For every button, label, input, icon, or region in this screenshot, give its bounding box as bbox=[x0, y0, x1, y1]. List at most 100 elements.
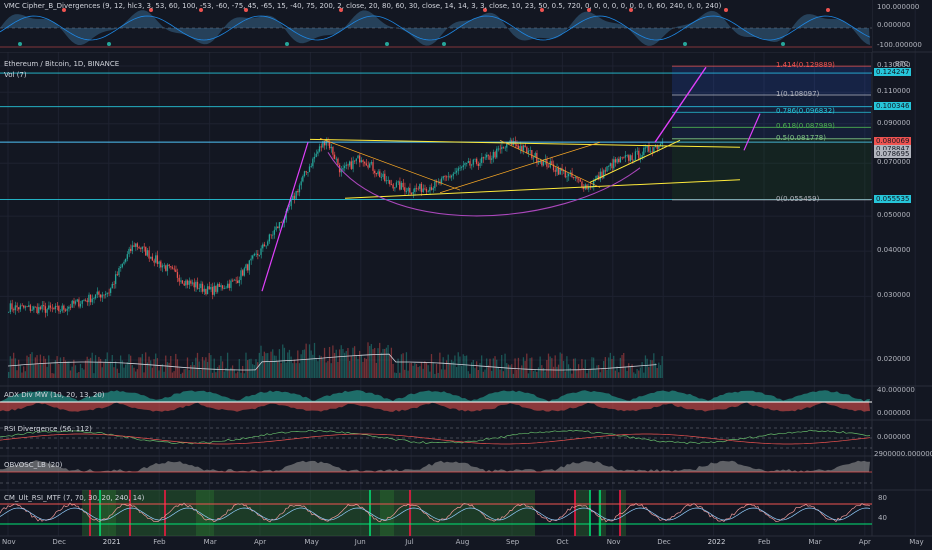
volume-bar bbox=[544, 371, 546, 378]
candle-body bbox=[56, 305, 58, 307]
volume-bar bbox=[123, 367, 125, 378]
volume-bar bbox=[280, 363, 282, 378]
volume-bar bbox=[487, 365, 489, 378]
volume-bar bbox=[18, 359, 20, 378]
volume-bar bbox=[38, 363, 40, 378]
candle-body bbox=[26, 306, 28, 308]
volume-bar bbox=[566, 356, 568, 378]
volume-bar bbox=[218, 365, 220, 378]
volume-bar bbox=[175, 353, 177, 378]
candle-body bbox=[653, 147, 655, 153]
candle-body bbox=[644, 147, 647, 149]
candle-body bbox=[145, 247, 147, 256]
candle-body bbox=[661, 142, 663, 145]
candle-body bbox=[504, 147, 506, 149]
volume-bar bbox=[253, 365, 255, 378]
candle-body bbox=[300, 181, 302, 186]
volume-bar bbox=[243, 373, 245, 378]
candle-body bbox=[365, 163, 367, 166]
candle-body bbox=[9, 303, 11, 312]
volume-bar bbox=[99, 358, 102, 378]
candle-body bbox=[557, 167, 560, 175]
time-axis-label: Feb bbox=[758, 538, 771, 546]
volume-bar bbox=[94, 355, 97, 378]
volume-bar bbox=[29, 354, 31, 378]
candle-body bbox=[465, 162, 468, 164]
volume-bar bbox=[135, 371, 137, 378]
volume-bar bbox=[44, 358, 47, 378]
volume-bar bbox=[608, 357, 610, 378]
volume-bar bbox=[268, 361, 271, 378]
rsi-pane-title: RSI Divergence (56, 112) bbox=[4, 425, 92, 433]
candle-body bbox=[532, 157, 535, 159]
candle-body bbox=[659, 144, 662, 147]
time-axis-label: Mar bbox=[808, 538, 822, 546]
candle-body bbox=[290, 199, 292, 207]
volume-bar bbox=[76, 372, 78, 378]
candle-body bbox=[425, 189, 428, 192]
volume-bar bbox=[285, 362, 287, 378]
vmc-signal-dot bbox=[18, 42, 22, 46]
fib-level-label: 1(0.108097) bbox=[776, 89, 820, 98]
volume-bar bbox=[582, 368, 585, 378]
candle-body bbox=[119, 266, 122, 269]
candle-body bbox=[23, 305, 25, 308]
volume-bar bbox=[146, 362, 148, 378]
adx-area-down bbox=[0, 402, 870, 412]
candle-body bbox=[312, 158, 314, 167]
candle-body bbox=[173, 268, 175, 270]
volume-bar bbox=[220, 355, 222, 378]
volume-bar bbox=[574, 358, 576, 378]
candle-body bbox=[175, 269, 177, 273]
volume-bar bbox=[228, 370, 230, 378]
volume-bar bbox=[160, 364, 162, 378]
candle-body bbox=[472, 159, 474, 165]
volume-bar bbox=[148, 356, 150, 378]
volume-bar bbox=[521, 365, 523, 378]
volume-bar bbox=[459, 356, 461, 378]
candle-body bbox=[151, 256, 154, 261]
volume-bar bbox=[180, 373, 182, 378]
candle-body bbox=[435, 181, 438, 183]
price-tick-label: 0.030000 bbox=[877, 291, 911, 300]
candle-body bbox=[469, 161, 471, 166]
volume-bar bbox=[293, 359, 296, 378]
volume-bar bbox=[140, 357, 142, 378]
volume-bar bbox=[242, 365, 244, 378]
volume-bar bbox=[145, 352, 147, 378]
volume-bar bbox=[584, 359, 586, 378]
vmc-signal-dot bbox=[339, 8, 343, 12]
volume-bar bbox=[561, 353, 563, 378]
volume-bar bbox=[88, 358, 90, 378]
candle-body bbox=[444, 176, 446, 177]
candle-body bbox=[623, 157, 625, 159]
candle-body bbox=[335, 158, 337, 160]
candle-body bbox=[240, 270, 242, 281]
candle-body bbox=[613, 159, 615, 169]
candle-body bbox=[305, 171, 307, 173]
volume-bar bbox=[89, 357, 92, 378]
volume-bar bbox=[39, 354, 42, 378]
time-axis-label: Jul bbox=[405, 538, 414, 546]
mtf-highlight-zone bbox=[598, 490, 606, 536]
vmc-signal-dot bbox=[244, 8, 248, 12]
volume-bar bbox=[395, 373, 398, 378]
volume-bar bbox=[616, 366, 618, 378]
candle-body bbox=[489, 155, 491, 160]
volume-bar bbox=[626, 370, 628, 378]
vmc-signal-dot bbox=[483, 8, 487, 12]
inner-trendline-a bbox=[319, 138, 461, 191]
volume-bar bbox=[138, 357, 140, 378]
candle-body bbox=[476, 158, 478, 164]
volume-bar bbox=[103, 362, 105, 378]
candle-body bbox=[83, 300, 85, 302]
volume-bar bbox=[332, 345, 334, 378]
candle-body bbox=[28, 305, 30, 307]
volume-bar bbox=[644, 355, 647, 378]
time-axis-label: May bbox=[304, 538, 319, 546]
volume-bar bbox=[399, 372, 401, 378]
volume-bar bbox=[198, 361, 200, 378]
volume-bar bbox=[484, 369, 486, 378]
candle-body bbox=[464, 163, 466, 166]
